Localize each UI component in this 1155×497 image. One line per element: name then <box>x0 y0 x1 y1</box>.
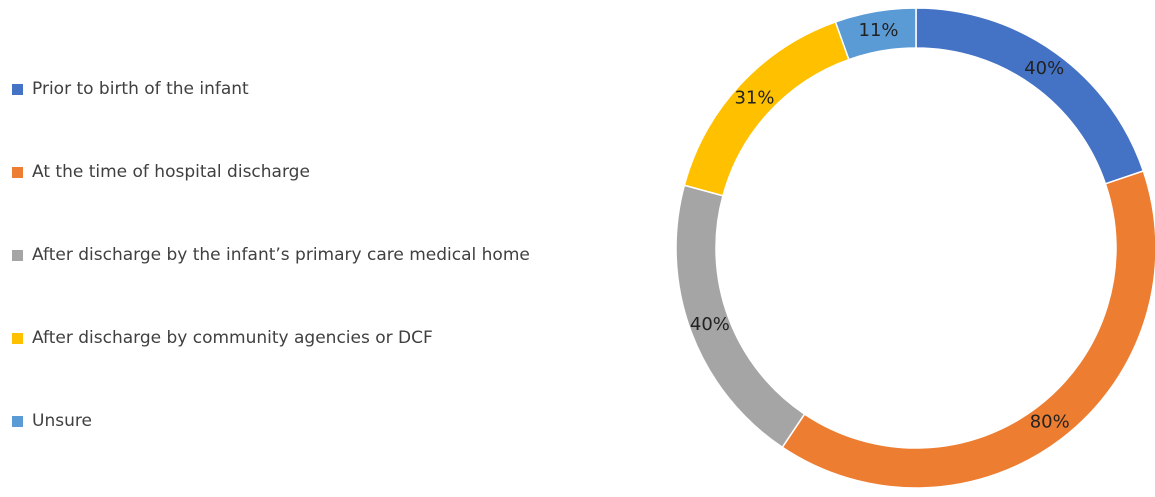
slice-label: 40% <box>690 314 730 335</box>
legend-swatch <box>12 84 23 95</box>
slice-label: 40% <box>1024 58 1064 79</box>
legend-text: After discharge by the infant’s primary … <box>32 245 530 265</box>
legend-swatch <box>12 167 23 178</box>
slice-label: 11% <box>859 20 899 41</box>
slice <box>781 170 1155 489</box>
legend-swatch <box>12 416 23 427</box>
legend-text: Prior to birth of the infant <box>32 79 249 99</box>
legend-swatch <box>12 333 23 344</box>
legend-text: After discharge by community agencies or… <box>32 328 433 348</box>
slice-label: 31% <box>734 88 774 109</box>
slice-label: 80% <box>1030 412 1070 433</box>
legend-text: Unsure <box>32 411 92 431</box>
legend-text: At the time of hospital discharge <box>32 162 310 182</box>
slice <box>915 7 1145 185</box>
slice <box>683 20 850 197</box>
slice <box>834 7 917 61</box>
legend-swatch <box>12 250 23 261</box>
